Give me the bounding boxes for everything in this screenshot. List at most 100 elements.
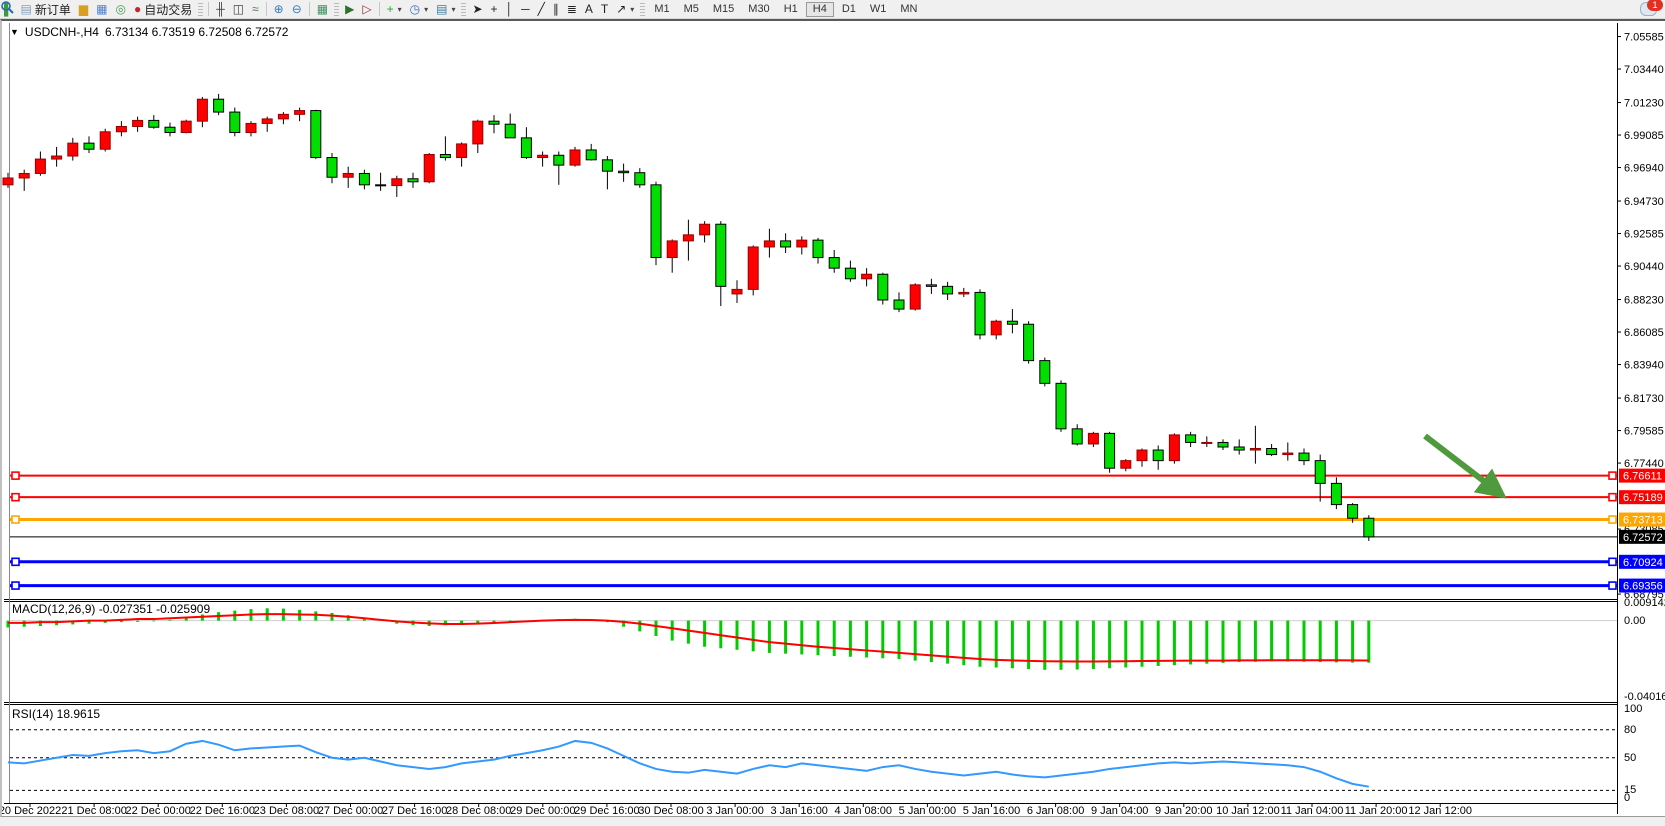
autotrading-button[interactable]: ● 自动交易 — [130, 1, 196, 18]
candle-body — [180, 120, 192, 134]
line-handle[interactable] — [1608, 515, 1617, 524]
candle — [310, 109, 322, 160]
trendline-button[interactable]: ╱ — [534, 1, 549, 18]
timeframe-mn-button[interactable]: MN — [900, 2, 918, 15]
line-handle[interactable] — [11, 471, 20, 480]
timeframe-m1-button[interactable]: M1 — [654, 2, 670, 15]
candle-body — [1298, 452, 1310, 462]
candle — [1136, 448, 1148, 467]
channel-button[interactable]: ∥ — [549, 1, 563, 18]
candle-body — [1006, 320, 1018, 325]
date-tick-label: 20 Dec 2022 — [2, 805, 61, 816]
macd-pane: 0.009142 0.00 -0.040162 — [6, 597, 1665, 703]
zoom-in-icon: ⊕ — [273, 1, 284, 16]
horizontal-line-button[interactable]: ─ — [517, 1, 534, 18]
toolbar-grip[interactable] — [640, 2, 646, 16]
new-order-button[interactable]: ▤ 新订单 — [17, 1, 75, 18]
line-handle[interactable] — [11, 557, 20, 567]
candle-body — [1104, 432, 1116, 469]
toolbar-separator — [265, 2, 267, 16]
data-window-button[interactable]: ▦ — [92, 1, 111, 18]
dropdown-caret-icon[interactable]: ▾ — [630, 4, 635, 14]
toolbar-grip[interactable] — [461, 2, 467, 16]
candle-body — [261, 118, 273, 124]
macd-signal-line — [8, 613, 1369, 663]
notifications-icon[interactable]: 1 — [1640, 0, 1663, 16]
add-indicator-button[interactable]: + ▾ — [383, 1, 406, 18]
auto-scroll-button[interactable]: ▶ — [341, 1, 358, 18]
arrows-button[interactable]: ↗ ▾ — [612, 1, 638, 18]
candle-body — [51, 155, 63, 160]
candle — [812, 237, 824, 264]
candle — [180, 119, 192, 134]
tile-windows-button[interactable]: ▦ — [313, 1, 332, 18]
zoom-out-button[interactable]: ⊖ — [288, 1, 306, 18]
chart-canvas[interactable]: 7.05585 7.03440 7.01230 6.99085 6.96940 6.947… — [2, 21, 1665, 816]
periods-button[interactable]: ◷ ▾ — [406, 1, 433, 18]
dropdown-caret-icon[interactable]: ▾ — [451, 4, 456, 14]
line-handle[interactable] — [11, 581, 20, 590]
price-axis: 7.05585 7.03440 7.01230 6.99085 6.96940 6.947… — [1617, 32, 1665, 601]
line-chart-button[interactable]: ≈ — [248, 1, 263, 18]
line-handle[interactable] — [11, 492, 20, 502]
timeframe-h1-button[interactable]: H1 — [783, 2, 798, 15]
label-button[interactable]: T — [597, 1, 612, 18]
timeframe-m15-button[interactable]: M15 — [712, 2, 735, 15]
trend-arrow[interactable] — [1423, 433, 1507, 499]
line-handle[interactable] — [1608, 471, 1617, 480]
cursor-button[interactable]: ➤ — [468, 1, 486, 18]
candle — [1071, 424, 1083, 446]
candle — [1168, 433, 1180, 464]
date-tick-label: 11 Jan 04:00 — [1281, 805, 1344, 816]
candle — [682, 219, 694, 261]
dropdown-caret-icon[interactable]: ▾ — [397, 4, 402, 14]
price-tick-label: 6.81730 — [1624, 393, 1664, 405]
templates-button[interactable]: ▤ ▾ — [432, 1, 459, 18]
date-tick-label: 9 Jan 04:00 — [1091, 805, 1149, 816]
candlestick-chart-button[interactable]: ◫ — [229, 1, 248, 18]
toolbar-separator — [208, 2, 210, 16]
candle — [780, 233, 792, 254]
timeframe-d1-button[interactable]: D1 — [841, 2, 856, 15]
candle-body — [1266, 448, 1278, 456]
search-icon[interactable] — [0, 0, 14, 14]
bar-chart-button[interactable]: ╫ — [212, 1, 229, 18]
date-tick-label: 11 Jan 20:00 — [1345, 805, 1408, 816]
zoom-in-button[interactable]: ⊕ — [270, 1, 288, 18]
navigator-button[interactable]: ◎ — [111, 1, 129, 18]
line-handle[interactable] — [11, 515, 20, 524]
toolbar-grip[interactable] — [334, 2, 340, 16]
timeframe-m30-button[interactable]: M30 — [748, 2, 770, 15]
candle-body — [1363, 517, 1375, 538]
line-handle[interactable] — [1608, 557, 1617, 567]
candle-body — [1023, 323, 1035, 362]
candle-body — [796, 239, 808, 248]
collapse-icon[interactable]: ▼ — [10, 27, 19, 37]
timeframe-w1-button[interactable]: W1 — [869, 2, 887, 15]
vertical-line-button[interactable]: │ — [502, 1, 518, 18]
candle-body — [650, 184, 662, 259]
chart-shift-button[interactable]: ▷ — [358, 1, 375, 18]
dropdown-caret-icon[interactable]: ▾ — [424, 4, 429, 14]
line-handle[interactable] — [1608, 492, 1617, 502]
market-watch-button[interactable]: ▆ — [75, 1, 92, 18]
fibonacci-button[interactable]: ≣ — [563, 1, 581, 18]
line-handle[interactable] — [1608, 581, 1617, 590]
candle — [1266, 443, 1278, 457]
chart-fragment-button[interactable]: ▌ — [0, 1, 17, 18]
candle-body — [229, 111, 241, 134]
candle-body — [812, 239, 824, 259]
candle — [1282, 442, 1294, 461]
date-tick-label: 29 Dec 00:00 — [510, 805, 575, 816]
candle — [342, 166, 354, 188]
candle-body — [472, 120, 484, 145]
timeframe-h4-button[interactable]: H4 — [805, 1, 834, 17]
timeframe-m5-button[interactable]: M5 — [683, 2, 699, 15]
text-button[interactable]: A — [581, 1, 597, 18]
crosshair-button[interactable]: + — [487, 1, 502, 18]
candle — [245, 121, 257, 137]
candle-body — [601, 159, 613, 172]
candle — [1152, 445, 1164, 470]
price-tick-label: 6.96940 — [1624, 163, 1664, 175]
toolbar-grip[interactable] — [198, 2, 204, 16]
